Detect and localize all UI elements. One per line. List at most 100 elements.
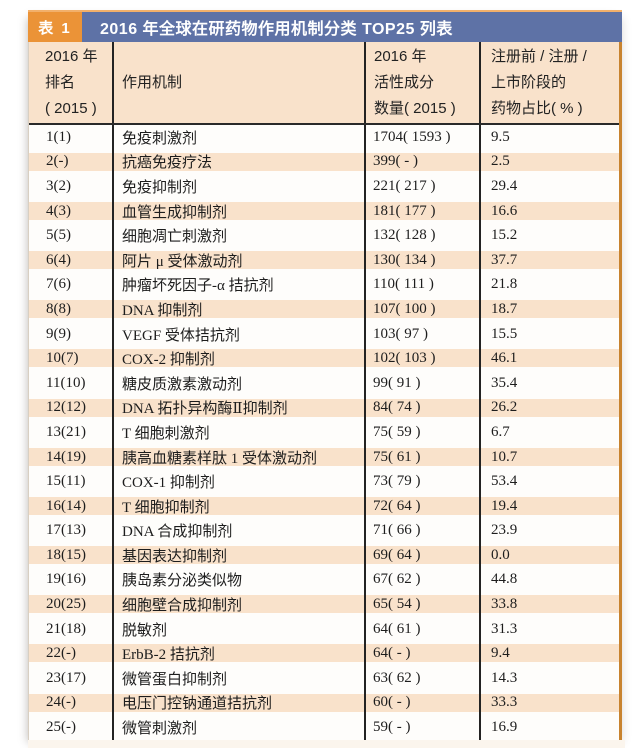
cell-count: 69( 64 )	[364, 543, 480, 568]
cell-mechanism: 微管刺激剂	[112, 715, 365, 740]
cell-count: 73( 79 )	[364, 469, 480, 494]
cell-count: 102( 103 )	[364, 346, 480, 371]
cell-rank: 17(13)	[46, 522, 86, 539]
header-line: 数量( 2015 )	[374, 99, 456, 117]
table-row: 21(18) 脱敏剂 64( 61 ) 31.3	[29, 616, 619, 642]
cell-rank: 12(12)	[46, 399, 86, 416]
cell-rank: 6(4)	[46, 251, 71, 268]
cell-mechanism: 微管蛋白抑制剂	[112, 666, 365, 691]
cell-mechanism: 糖皮质激素激动剂	[112, 370, 365, 396]
cell-percent: 31.3	[479, 616, 619, 642]
cell-rank: 13(21)	[46, 423, 86, 440]
table-row: 18(15) 基因表达抑制剂 69( 64 ) 0.0	[29, 543, 619, 568]
table-row: 5(5) 细胞凋亡刺激剂 132( 128 ) 15.2	[29, 223, 619, 248]
cell-percent: 15.5	[479, 321, 619, 347]
cell-percent: 16.9	[479, 715, 619, 740]
cell-percent: 35.4	[479, 370, 619, 396]
header-line: 注册前 / 注册 /	[491, 47, 587, 65]
cell-percent: 33.8	[479, 592, 619, 617]
header-line: 2016 年	[45, 47, 98, 65]
cell-mechanism: 电压门控钠通道拮抗剂	[112, 690, 365, 716]
cell-percent: 26.2	[479, 395, 619, 421]
mechanism-table: 2016 年 排名 ( 2015 ) 作用机制 2016 年 活性成分 数量( …	[29, 42, 619, 740]
cell-percent: 16.6	[479, 198, 619, 224]
cell-rank: 1(1)	[46, 128, 71, 145]
cell-mechanism: 免疫刺激剂	[112, 124, 365, 150]
cell-rank: 16(14)	[46, 497, 86, 514]
cell-mechanism: 基因表达抑制剂	[112, 543, 365, 568]
cell-mechanism: 细胞壁合成抑制剂	[112, 592, 365, 617]
table-row: 3(2) 免疫抑制剂 221( 217 ) 29.4	[29, 174, 619, 199]
cell-percent: 15.2	[479, 223, 619, 248]
table-row: 11(10) 糖皮质激素激动剂 99( 91 ) 35.4	[29, 370, 619, 396]
cell-mechanism: DNA 拓扑异构酶Ⅱ抑制剂	[112, 395, 365, 421]
table-titlebar: 表 1 2016 年全球在研药物作用机制分类 TOP25 列表	[28, 10, 622, 42]
cell-percent: 0.0	[479, 543, 619, 568]
cell-percent: 19.4	[479, 493, 619, 519]
cell-mechanism: T 细胞刺激剂	[112, 420, 365, 445]
cell-mechanism: 血管生成抑制剂	[112, 198, 365, 224]
table-card: 表 1 2016 年全球在研药物作用机制分类 TOP25 列表 2016 年 排…	[28, 10, 622, 744]
cell-count: 221( 217 )	[364, 174, 480, 199]
cell-count: 181( 177 )	[364, 198, 480, 224]
cell-rank: 10(7)	[46, 350, 79, 367]
cell-count: 130( 134 )	[364, 247, 480, 273]
cell-rank: 11(10)	[46, 374, 86, 391]
cell-rank: 18(15)	[46, 546, 86, 563]
cell-percent: 10.7	[479, 444, 619, 470]
cell-count: 65( 54 )	[364, 592, 480, 617]
cell-percent: 46.1	[479, 346, 619, 371]
table-title: 2016 年全球在研药物作用机制分类 TOP25 列表	[82, 12, 622, 42]
table-row: 6(4) 阿片 μ 受体激动剂 130( 134 ) 37.7	[29, 247, 619, 273]
cell-mechanism: 胰岛素分泌类似物	[112, 567, 365, 593]
cell-percent: 21.8	[479, 272, 619, 298]
cell-mechanism: COX-1 抑制剂	[112, 469, 365, 494]
cell-count: 99( 91 )	[364, 370, 480, 396]
header-line: 2016 年	[374, 47, 427, 65]
cell-count: 71( 66 )	[364, 518, 480, 544]
cell-rank: 5(5)	[46, 227, 71, 244]
page-bottom-margin	[28, 740, 625, 748]
table-row: 16(14) T 细胞抑制剂 72( 64 ) 19.4	[29, 493, 619, 519]
cell-percent: 29.4	[479, 174, 619, 199]
header-line: 上市阶段的	[491, 73, 567, 91]
table-row: 14(19) 胰高血糖素样肽 1 受体激动剂 75( 61 ) 10.7	[29, 444, 619, 470]
table-row: 7(6) 肿瘤坏死因子-α 拮抗剂 110( 111 ) 21.8	[29, 272, 619, 298]
cell-mechanism: 细胞凋亡刺激剂	[112, 223, 365, 248]
table-row: 12(12) DNA 拓扑异构酶Ⅱ抑制剂 84( 74 ) 26.2	[29, 395, 619, 421]
cell-count: 75( 59 )	[364, 420, 480, 445]
cell-percent: 37.7	[479, 247, 619, 273]
cell-rank: 25(-)	[46, 719, 76, 736]
table-row: 8(8) DNA 抑制剂 107( 100 ) 18.7	[29, 297, 619, 322]
table-row: 25(-) 微管刺激剂 59( - ) 16.9	[29, 715, 619, 740]
table-body: 1(1) 免疫刺激剂 1704( 1593 ) 9.5 2(-) 抗癌免疫疗法 …	[29, 124, 619, 740]
table-row: 20(25) 细胞壁合成抑制剂 65( 54 ) 33.8	[29, 592, 619, 617]
table-row: 23(17) 微管蛋白抑制剂 63( 62 ) 14.3	[29, 666, 619, 691]
table-row: 13(21) T 细胞刺激剂 75( 59 ) 6.7	[29, 420, 619, 445]
table-row: 4(3) 血管生成抑制剂 181( 177 ) 16.6	[29, 198, 619, 224]
table-row: 24(-) 电压门控钠通道拮抗剂 60( - ) 33.3	[29, 690, 619, 716]
cell-rank: 22(-)	[46, 645, 76, 662]
column-header-percent: 注册前 / 注册 / 上市阶段的 药物占比( % )	[479, 42, 619, 125]
cell-mechanism: DNA 合成抑制剂	[112, 518, 365, 544]
cell-rank: 24(-)	[46, 694, 76, 711]
column-header-rank: 2016 年 排名 ( 2015 )	[29, 42, 113, 125]
cell-rank: 21(18)	[46, 620, 86, 637]
cell-rank: 15(11)	[46, 473, 86, 490]
cell-percent: 9.5	[479, 124, 619, 150]
cell-percent: 23.9	[479, 518, 619, 544]
column-header-mechanism: 作用机制	[112, 42, 365, 125]
cell-rank: 8(8)	[46, 300, 71, 317]
cell-mechanism: T 细胞抑制剂	[112, 493, 365, 519]
cell-rank: 2(-)	[46, 153, 69, 170]
header-line: 排名	[45, 73, 76, 91]
cell-mechanism: DNA 抑制剂	[112, 297, 365, 322]
table-row: 15(11) COX-1 抑制剂 73( 79 ) 53.4	[29, 469, 619, 494]
cell-rank: 14(19)	[46, 448, 86, 465]
cell-count: 107( 100 )	[364, 297, 480, 322]
cell-rank: 7(6)	[46, 276, 71, 293]
column-header-count: 2016 年 活性成分 数量( 2015 )	[364, 42, 480, 125]
cell-count: 132( 128 )	[364, 223, 480, 248]
cell-count: 63( 62 )	[364, 666, 480, 691]
cell-mechanism: 免疫抑制剂	[112, 174, 365, 199]
